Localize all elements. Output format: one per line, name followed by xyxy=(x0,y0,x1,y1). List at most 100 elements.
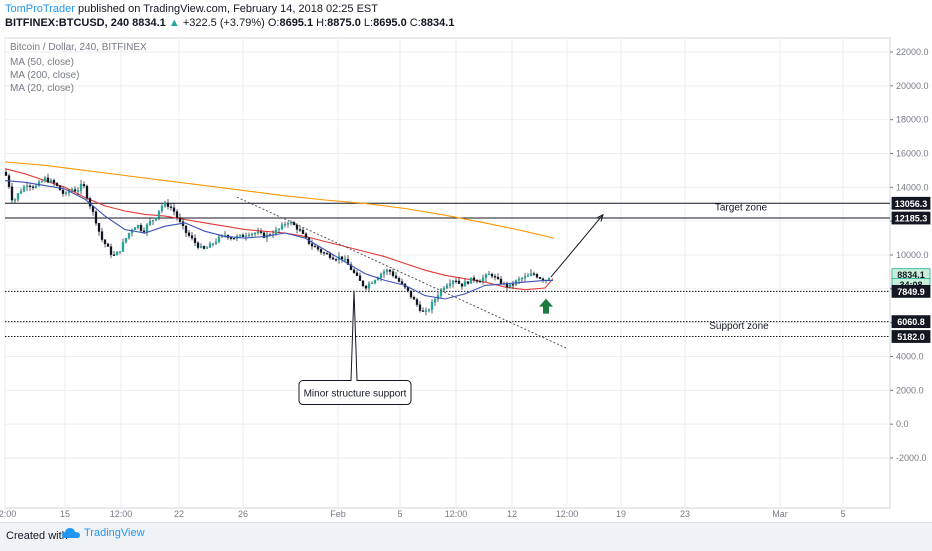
candle-body xyxy=(169,206,173,208)
annotations: Target zone Support zone Minor structure s… xyxy=(236,196,769,406)
y-tick-label: -2000.0 xyxy=(896,453,927,463)
tradingview-logo[interactable]: TradingView xyxy=(62,527,145,539)
x-tick-label: 26 xyxy=(238,509,248,519)
candle-body xyxy=(487,273,491,276)
candle-body xyxy=(316,246,320,250)
high-value: 8875.0 xyxy=(327,17,361,29)
projection-arrow-line xyxy=(550,214,604,278)
candle-body xyxy=(109,246,113,255)
x-tick-label: 19 xyxy=(616,509,626,519)
candle-body xyxy=(529,273,533,276)
candle-body xyxy=(4,171,8,176)
price-tag-text: 6060.8 xyxy=(897,317,925,327)
candle-body xyxy=(505,282,509,288)
candle-body xyxy=(472,277,476,281)
level-price-tag: 7849.9 xyxy=(891,284,931,298)
candle-body xyxy=(385,269,389,272)
candle-body xyxy=(157,210,161,218)
symbol-label: BITFINEX:BTCUSD, 240 xyxy=(5,17,130,29)
candle-body xyxy=(151,219,155,222)
candle-body xyxy=(451,280,455,284)
candle-body xyxy=(241,234,245,237)
candle-body xyxy=(154,217,158,221)
price-tag-text: 8834.1 xyxy=(897,270,925,280)
candle-body xyxy=(373,280,377,284)
candle-body xyxy=(133,227,137,231)
legend-ma200[interactable]: MA (200, close) xyxy=(10,70,79,81)
level-price-tag: 13056.3 xyxy=(891,196,931,210)
candle-body xyxy=(22,186,26,192)
open-label: O: xyxy=(267,17,280,29)
candle-body xyxy=(469,277,473,284)
candle-body xyxy=(445,285,449,289)
callout-pointer xyxy=(350,290,358,381)
plot-frame xyxy=(4,37,891,509)
candle-body xyxy=(46,177,50,183)
candle-body xyxy=(517,278,521,281)
candle-body xyxy=(370,282,374,285)
candle-body xyxy=(148,220,152,225)
candle-body xyxy=(250,233,254,236)
ma20-line xyxy=(4,180,553,300)
level-price-tag: 5182.0 xyxy=(891,330,931,343)
candle-body xyxy=(121,242,125,252)
candle-body xyxy=(460,283,464,287)
candle-body xyxy=(418,304,422,311)
x-tick-label: 5 xyxy=(397,509,402,519)
current-price-tag: 8834.1 xyxy=(891,268,931,282)
candle-body xyxy=(430,302,434,310)
legend-ma50[interactable]: MA (50, close) xyxy=(10,57,74,68)
candle-body xyxy=(76,190,80,192)
candle-body xyxy=(37,181,41,186)
symbol-info: BITFINEX:BTCUSD, 240 8834.1 ▲ +322.5 (+3… xyxy=(5,17,454,30)
cloud-icon xyxy=(62,528,80,538)
candle-body xyxy=(346,258,350,265)
price-tag-text: 13056.3 xyxy=(895,199,928,209)
chart-title: Bitcoin / Dollar, 240, BITFINEX xyxy=(10,42,147,53)
x-tick-label: Mar xyxy=(772,509,788,519)
change-up-icon: ▲ xyxy=(168,17,180,29)
candle-body xyxy=(172,207,176,212)
candle-body xyxy=(364,285,368,289)
axes: 22000.020000.018000.016000.014000.012000… xyxy=(0,47,931,519)
candle-body xyxy=(325,253,329,255)
candle-body xyxy=(208,243,212,248)
target-zone-label: Target zone xyxy=(715,203,768,214)
candle-body xyxy=(211,243,215,245)
candle-body xyxy=(13,199,17,201)
candle-body xyxy=(475,279,479,282)
candle-body xyxy=(106,243,110,247)
x-tick-label: 22 xyxy=(174,509,184,519)
candle-body xyxy=(175,211,179,218)
price-tag-text: 12185.3 xyxy=(895,214,928,224)
high-label: H: xyxy=(316,17,328,29)
candle-body xyxy=(379,273,383,278)
candle-body xyxy=(427,309,431,311)
candle-body xyxy=(526,275,530,277)
candle-body xyxy=(388,269,392,272)
author-link[interactable]: TomProTrader xyxy=(5,3,75,15)
candle-body xyxy=(295,224,299,230)
candle-body xyxy=(394,275,398,279)
candle-body xyxy=(454,280,458,283)
candle-body xyxy=(49,180,53,183)
candle-body xyxy=(97,223,101,232)
candle-body xyxy=(304,233,308,238)
candle-body xyxy=(199,246,203,248)
candle-body xyxy=(433,299,437,303)
y-tick-label: 4000.0 xyxy=(896,352,924,362)
candle-body xyxy=(298,229,302,231)
open-value: 8695.1 xyxy=(279,17,314,29)
y-tick-label: 20000.0 xyxy=(896,81,929,91)
candle-body xyxy=(244,235,248,238)
candle-body xyxy=(538,277,542,279)
projection-arrow-head xyxy=(596,213,604,222)
legend-ma20[interactable]: MA (20, close) xyxy=(10,83,74,94)
candle-body xyxy=(70,189,74,192)
x-tick-label: 12:00 xyxy=(0,509,16,519)
candle-body xyxy=(358,275,362,281)
price-chart[interactable]: Target zone Support zone Minor structure s… xyxy=(0,0,932,522)
created-with-text: Created with xyxy=(6,530,68,542)
close-label: C: xyxy=(409,17,421,29)
candle-body xyxy=(10,186,14,201)
